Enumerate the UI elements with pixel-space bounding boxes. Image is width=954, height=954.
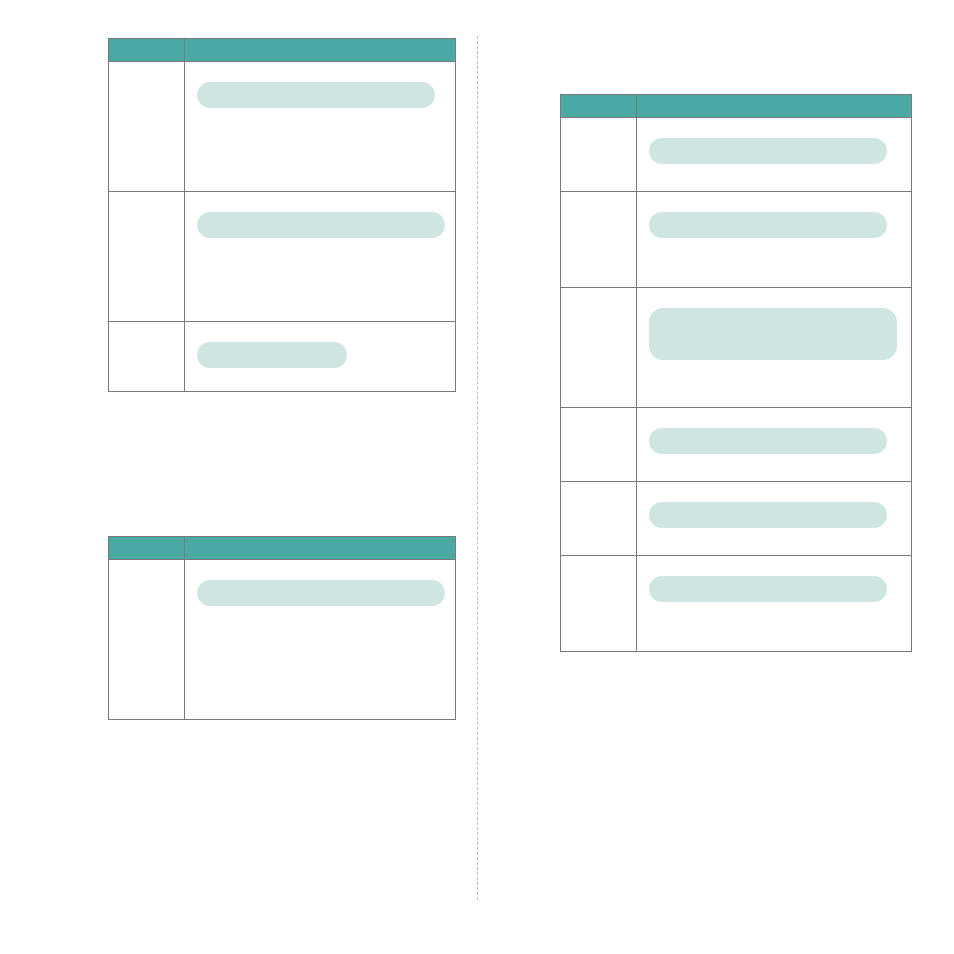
- table-header-row: [561, 95, 911, 117]
- content-pill: [197, 212, 445, 238]
- row-right-cell: [637, 482, 911, 555]
- table-row: [561, 407, 911, 481]
- row-left-cell: [109, 62, 185, 191]
- row-left-cell: [109, 192, 185, 321]
- table-row: [561, 555, 911, 651]
- content-pill: [197, 82, 435, 108]
- content-pill: [197, 342, 347, 368]
- table-bottom-left: [108, 536, 456, 720]
- content-pill: [649, 502, 887, 528]
- table-header-right: [185, 39, 455, 61]
- table-row: [561, 117, 911, 191]
- row-left-cell: [109, 560, 185, 719]
- table-header-left: [561, 95, 637, 117]
- table-right: [560, 94, 912, 652]
- content-pill: [649, 212, 887, 238]
- canvas: [0, 0, 954, 954]
- table-top-left: [108, 38, 456, 392]
- table-header-left: [109, 39, 185, 61]
- table-row: [561, 481, 911, 555]
- content-pill: [649, 576, 887, 602]
- table-row: [109, 191, 455, 321]
- row-right-cell: [185, 322, 455, 391]
- table-row: [561, 191, 911, 287]
- table-header-left: [109, 537, 185, 559]
- row-right-cell: [637, 556, 911, 651]
- row-right-cell: [637, 408, 911, 481]
- row-right-cell: [185, 560, 455, 719]
- row-left-cell: [561, 118, 637, 191]
- table-header-row: [109, 537, 455, 559]
- row-right-cell: [637, 118, 911, 191]
- table-row: [109, 559, 455, 719]
- row-left-cell: [561, 482, 637, 555]
- vertical-divider: [477, 36, 478, 900]
- table-row: [109, 321, 455, 391]
- row-right-cell: [637, 192, 911, 287]
- row-right-cell: [185, 62, 455, 191]
- row-left-cell: [561, 288, 637, 407]
- table-header-right: [185, 537, 455, 559]
- content-pill: [649, 428, 887, 454]
- row-left-cell: [109, 322, 185, 391]
- row-right-cell: [637, 288, 911, 407]
- row-left-cell: [561, 556, 637, 651]
- table-row: [561, 287, 911, 407]
- row-left-cell: [561, 192, 637, 287]
- row-right-cell: [185, 192, 455, 321]
- table-header-row: [109, 39, 455, 61]
- content-pill: [649, 308, 897, 360]
- table-row: [109, 61, 455, 191]
- row-left-cell: [561, 408, 637, 481]
- content-pill: [197, 580, 445, 606]
- content-pill: [649, 138, 887, 164]
- table-header-right: [637, 95, 911, 117]
